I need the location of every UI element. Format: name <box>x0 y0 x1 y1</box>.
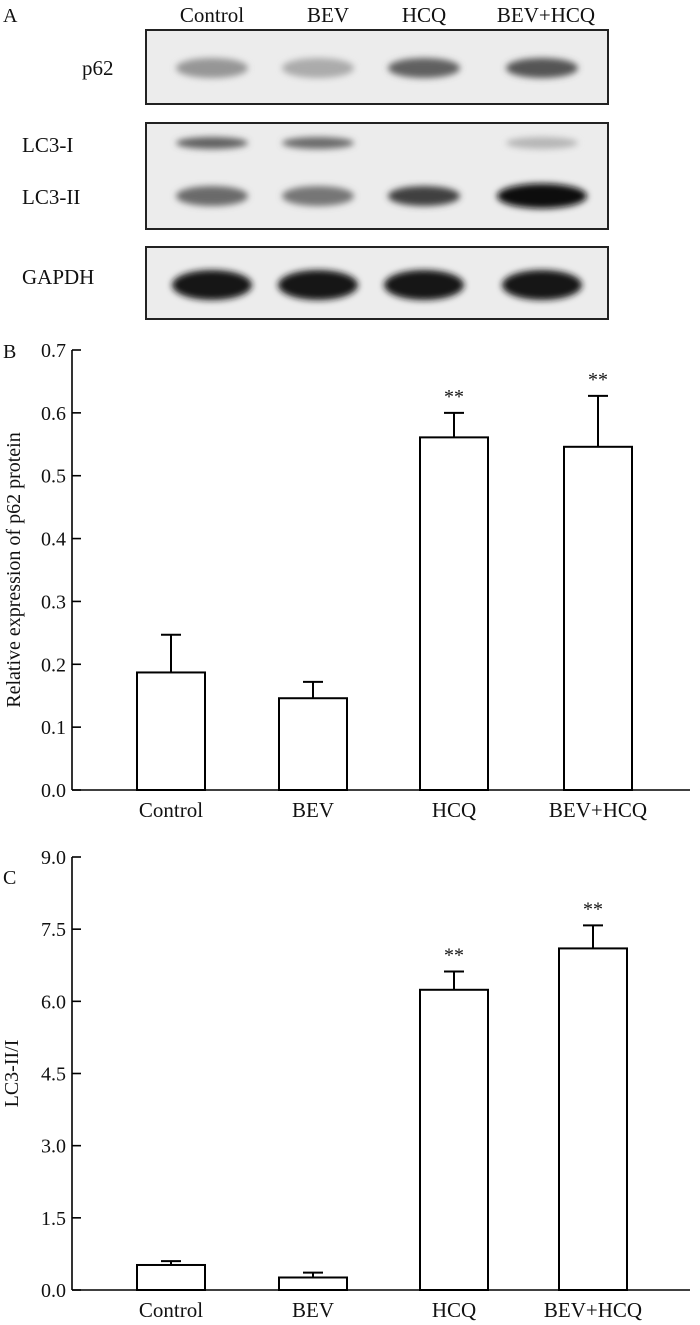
error-bar <box>303 1271 323 1278</box>
blot-row-label: p62 <box>82 56 114 80</box>
blot-band <box>506 58 578 78</box>
error-bar <box>588 394 608 447</box>
error-bar <box>161 633 181 673</box>
y-tick-label: 0.0 <box>41 1280 66 1302</box>
blot-lane-label: HCQ <box>402 3 446 27</box>
blot-lane-labels: Control BEV HCQ BEV+HCQ <box>180 3 595 27</box>
category-label: HCQ <box>432 1298 476 1322</box>
y-tick-label: 7.5 <box>41 919 66 941</box>
panel-a-letter: A <box>3 5 18 27</box>
blot-lane-label: BEV <box>307 3 349 27</box>
category-label: BEV+HCQ <box>544 1298 642 1322</box>
bar <box>136 671 206 792</box>
blot-band <box>502 270 582 300</box>
y-tick-label: 3.0 <box>41 1136 66 1158</box>
blot-band <box>384 270 464 300</box>
blot-bands <box>172 58 587 300</box>
error-bar <box>583 924 603 949</box>
y-tick-label: 9.0 <box>41 847 66 869</box>
bar <box>419 436 489 791</box>
y-tick-label: 0.1 <box>41 717 66 739</box>
bar <box>419 988 489 1292</box>
blot-band <box>176 137 248 149</box>
error-bar <box>161 1260 181 1265</box>
y-tick-label: 0.3 <box>41 591 66 613</box>
western-blot-panel: A Control BEV HCQ BEV+HCQ p62 LC3-I LC3-II GAP… <box>3 3 609 320</box>
blot-band <box>282 58 354 78</box>
blot-band <box>506 137 578 149</box>
y-tick-label: 0.7 <box>41 340 66 362</box>
category-label: BEV <box>292 798 334 822</box>
category-label: Control <box>139 798 203 822</box>
blot-band <box>282 186 354 206</box>
significance-marker: ** <box>588 369 608 391</box>
y-tick-label: 0.5 <box>41 466 66 488</box>
blot-band <box>172 270 252 300</box>
bar <box>558 947 628 1292</box>
blot-band <box>388 58 460 78</box>
y-tick-label: 4.5 <box>41 1064 66 1086</box>
y-tick-label: 6.0 <box>41 991 66 1013</box>
y-tick-label: 0.6 <box>41 403 66 425</box>
blot-band <box>278 270 358 300</box>
y-axis-title: LC3-II/I <box>1 1040 23 1108</box>
blot-band <box>282 137 354 149</box>
lc3-ratio-bar-chart: C 0.0 1.5 3.0 4.5 6.0 7.5 9.0 Control BEV ** HCQ **… <box>1 847 690 1322</box>
y-tick-label: 0.4 <box>41 529 66 551</box>
blot-lane-label: Control <box>180 3 244 27</box>
y-axis-title: Relative expression of p62 protein <box>3 432 25 708</box>
category-label: Control <box>139 1298 203 1322</box>
blot-row-label: GAPDH <box>22 265 94 289</box>
panel-c-letter: C <box>3 867 16 889</box>
blot-band <box>497 183 587 209</box>
blot-row-label: LC3-II <box>22 185 80 209</box>
y-tick-label: 1.5 <box>41 1208 66 1230</box>
bar <box>278 697 348 792</box>
category-label: BEV+HCQ <box>549 798 647 822</box>
error-bar <box>303 680 323 699</box>
significance-marker: ** <box>583 898 603 920</box>
bar <box>136 1263 206 1291</box>
y-tick-label: 0.2 <box>41 654 66 676</box>
y-tick-label: 0.0 <box>41 780 66 802</box>
blot-band <box>388 186 460 206</box>
p62-bar-chart: B 0.0 0.1 0.2 0.3 0.4 0.5 0.6 0.7 Control BEV ** HC… <box>3 340 690 822</box>
blot-lane-label: BEV+HCQ <box>497 3 595 27</box>
blot-band <box>176 186 248 206</box>
error-bar <box>444 411 464 438</box>
bar <box>563 445 633 791</box>
category-label: BEV <box>292 1298 334 1322</box>
panel-b-letter: B <box>3 341 16 363</box>
significance-marker: ** <box>444 945 464 967</box>
blot-band <box>176 58 248 78</box>
category-label: HCQ <box>432 798 476 822</box>
blot-row-label: LC3-I <box>22 133 73 157</box>
error-bar <box>444 970 464 990</box>
significance-marker: ** <box>444 386 464 408</box>
bar <box>278 1276 348 1291</box>
blot-row-labels: p62 LC3-I LC3-II GAPDH <box>22 56 114 289</box>
